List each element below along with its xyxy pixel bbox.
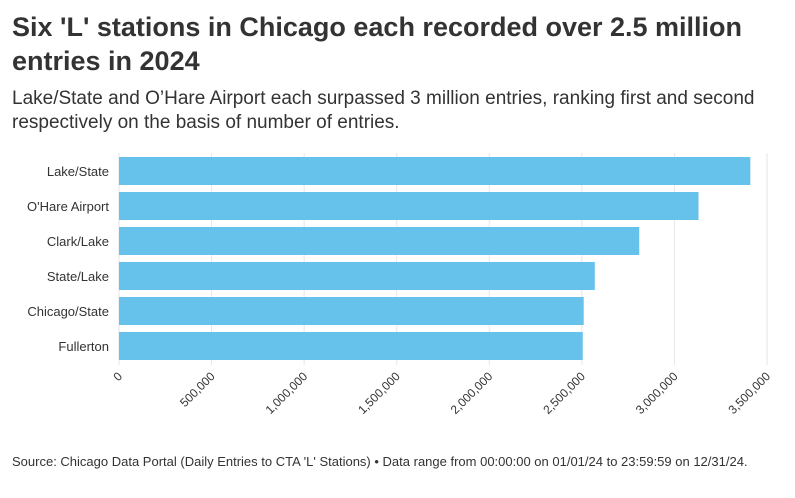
bar-chart: Lake/State O'Hare Airport Clark/Lake State/… <box>27 153 773 417</box>
category-labels: Lake/State O'Hare Airport Clark/Lake State/… <box>27 164 109 354</box>
x-tick-label: 1,500,000 <box>355 369 403 417</box>
category-label: Chicago/State <box>27 304 109 319</box>
x-tick-label: 2,500,000 <box>540 369 588 417</box>
x-tick-label: 1,000,000 <box>263 369 311 417</box>
bar[interactable] <box>119 192 699 220</box>
x-tick-label: 500,000 <box>177 369 218 410</box>
x-tick-label: 0 <box>110 369 125 384</box>
category-label: Lake/State <box>47 164 109 179</box>
category-label: Clark/Lake <box>47 234 109 249</box>
bars <box>119 157 751 360</box>
source-note: Source: Chicago Data Portal (Daily Entri… <box>12 454 748 469</box>
category-label: Fullerton <box>58 339 109 354</box>
chart-title: Six 'L' stations in Chicago each recorde… <box>12 12 743 76</box>
category-label: State/Lake <box>47 269 109 284</box>
bar[interactable] <box>119 332 583 360</box>
chart-subtitle: Lake/State and O’Hare Airport each surpa… <box>12 88 755 133</box>
category-label: O'Hare Airport <box>27 199 109 214</box>
bar[interactable] <box>119 157 751 185</box>
x-tick-label: 2,000,000 <box>448 369 496 417</box>
x-tick-label: 3,000,000 <box>633 369 681 417</box>
bar[interactable] <box>119 227 640 255</box>
x-axis-tick-labels: 0 500,000 1,000,000 1,500,000 2,000,000 2,500… <box>110 369 773 417</box>
bar[interactable] <box>119 297 584 325</box>
x-tick-label: 3,500,000 <box>725 369 773 417</box>
gridlines <box>118 153 768 365</box>
bar[interactable] <box>119 262 595 290</box>
